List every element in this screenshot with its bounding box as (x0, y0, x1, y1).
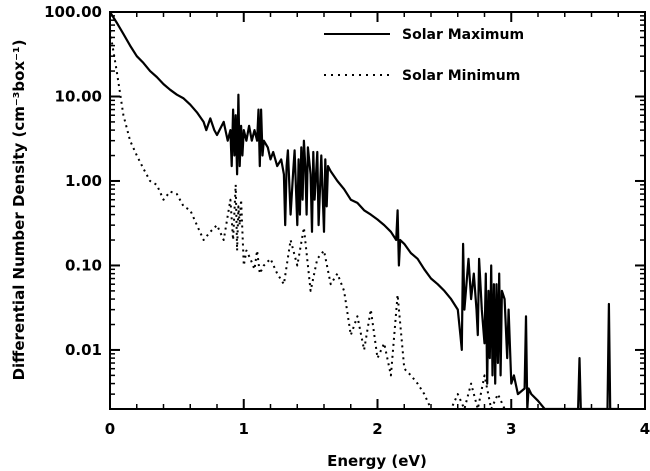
x-tick-label: 3 (506, 420, 516, 438)
legend: Solar Maximum Solar Minimum (324, 27, 524, 84)
y-tick-label: 100.00 (44, 3, 102, 21)
y-axis-label: Differential Number Density (cm⁻³box⁻¹) (10, 40, 28, 381)
x-axis-label: Energy (eV) (327, 452, 427, 470)
x-tick-label: 4 (640, 420, 650, 438)
x-tick-label: 1 (239, 420, 249, 438)
y-tick-label: 0.01 (65, 341, 102, 359)
plot-frame (109, 11, 646, 410)
x-tick-label: 0 (105, 420, 115, 438)
legend-label-solar-maximum: Solar Maximum (402, 27, 524, 43)
series-line-solar-maximum (110, 12, 619, 409)
y-tick-label: 1.00 (65, 172, 102, 190)
y-tick-label: 0.10 (65, 256, 102, 274)
tick-labels: 0 1 2 3 4 0.01 0.10 1.00 10.00 100.00 (44, 3, 650, 438)
y-tick-label: 10.00 (55, 87, 102, 105)
legend-label-solar-minimum: Solar Minimum (402, 68, 520, 84)
x-tick-label: 2 (372, 420, 382, 438)
ticks (109, 11, 646, 410)
series-layer (110, 12, 619, 409)
